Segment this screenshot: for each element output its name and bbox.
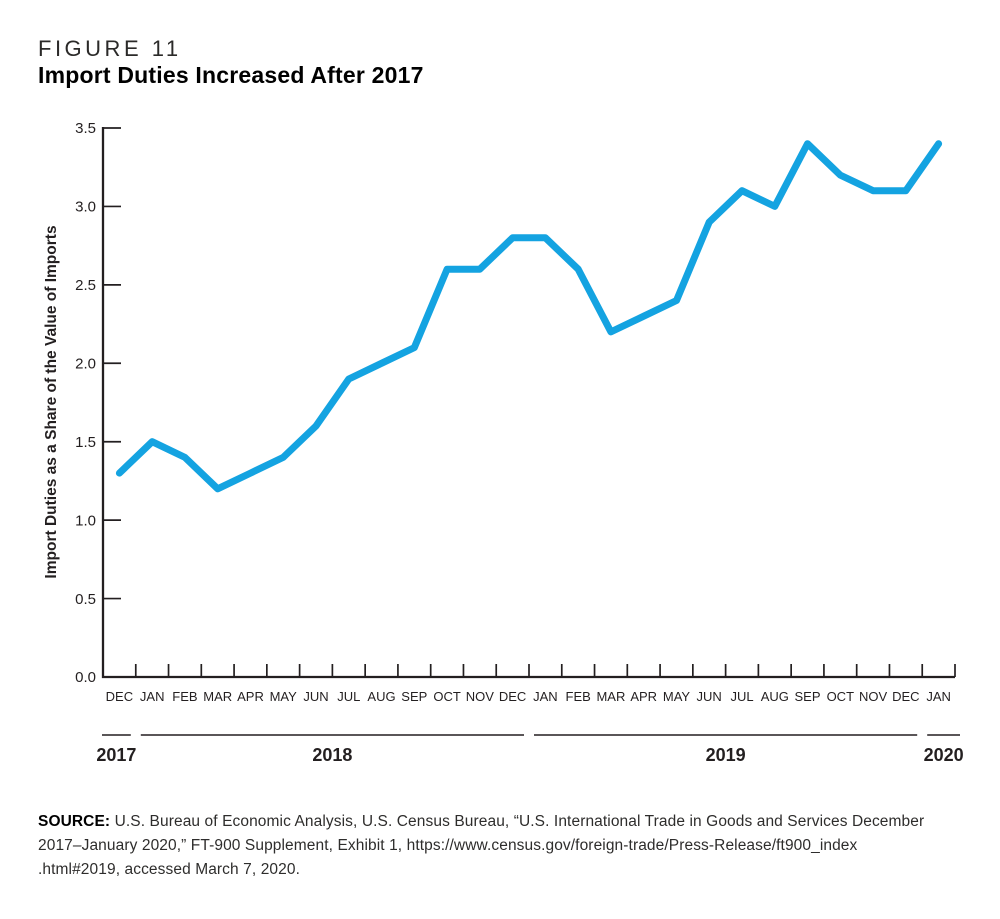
month-label: MAY (270, 689, 298, 704)
month-label: AUG (367, 689, 395, 704)
month-label: OCT (827, 689, 855, 704)
month-label: JAN (533, 689, 558, 704)
y-axis-title: Import Duties as a Share of the Value of… (43, 225, 60, 579)
month-label: MAY (663, 689, 691, 704)
figure-title: Import Duties Increased After 2017 (38, 62, 424, 88)
y-tick-label: 3.5 (75, 120, 96, 137)
source-line: .html#2019, accessed March 7, 2020. (38, 861, 300, 878)
month-label: NOV (859, 689, 888, 704)
month-label: DEC (499, 689, 526, 704)
month-label: SEP (794, 689, 820, 704)
month-label: JUL (337, 689, 360, 704)
month-label: AUG (761, 689, 789, 704)
y-tick-label: 0.0 (75, 669, 96, 686)
chart-area: 0.0 0.5 1.0 1.5 2.0 2.5 3.0 3.5 DEC JAN FEB MAR APR M… (43, 120, 964, 765)
month-label: JUN (303, 689, 328, 704)
month-label: SEP (401, 689, 427, 704)
figure-number-label: FIGURE 11 (38, 36, 182, 61)
y-tick-label: 1.0 (75, 512, 96, 529)
month-label: DEC (892, 689, 919, 704)
month-label: JUN (697, 689, 722, 704)
data-line (115, 140, 943, 493)
year-label: 2018 (312, 745, 352, 765)
month-label: MAR (596, 689, 625, 704)
year-label: 2019 (706, 745, 746, 765)
source-line: 2017–January 2020,” FT-900 Supplement, E… (38, 837, 858, 854)
year-label: 2017 (96, 745, 136, 765)
y-tick-label: 3.0 (75, 199, 96, 216)
month-label: MAR (203, 689, 232, 704)
month-label: JAN (926, 689, 951, 704)
y-tick-label: 0.5 (75, 591, 96, 608)
line-chart-svg: 0.0 0.5 1.0 1.5 2.0 2.5 3.0 3.5 DEC JAN FEB MAR APR M… (75, 120, 964, 765)
month-label: DEC (106, 689, 133, 704)
month-label: JAN (140, 689, 165, 704)
y-tick-label: 1.5 (75, 434, 96, 451)
y-tick-label: 2.5 (75, 277, 96, 294)
year-label: 2020 (924, 745, 964, 765)
axis-lines (101, 127, 955, 679)
month-label: JUL (730, 689, 753, 704)
month-label: APR (630, 689, 657, 704)
y-tick-label: 2.0 (75, 355, 96, 372)
source-note: SOURCE: U.S. Bureau of Economic Analysis… (38, 810, 968, 882)
month-label: FEB (172, 689, 197, 704)
month-label: OCT (433, 689, 461, 704)
source-line: U.S. Bureau of Economic Analysis, U.S. C… (114, 813, 925, 830)
month-label: APR (237, 689, 264, 704)
month-label: NOV (466, 689, 495, 704)
month-label: FEB (566, 689, 591, 704)
source-label: SOURCE: (38, 813, 111, 830)
